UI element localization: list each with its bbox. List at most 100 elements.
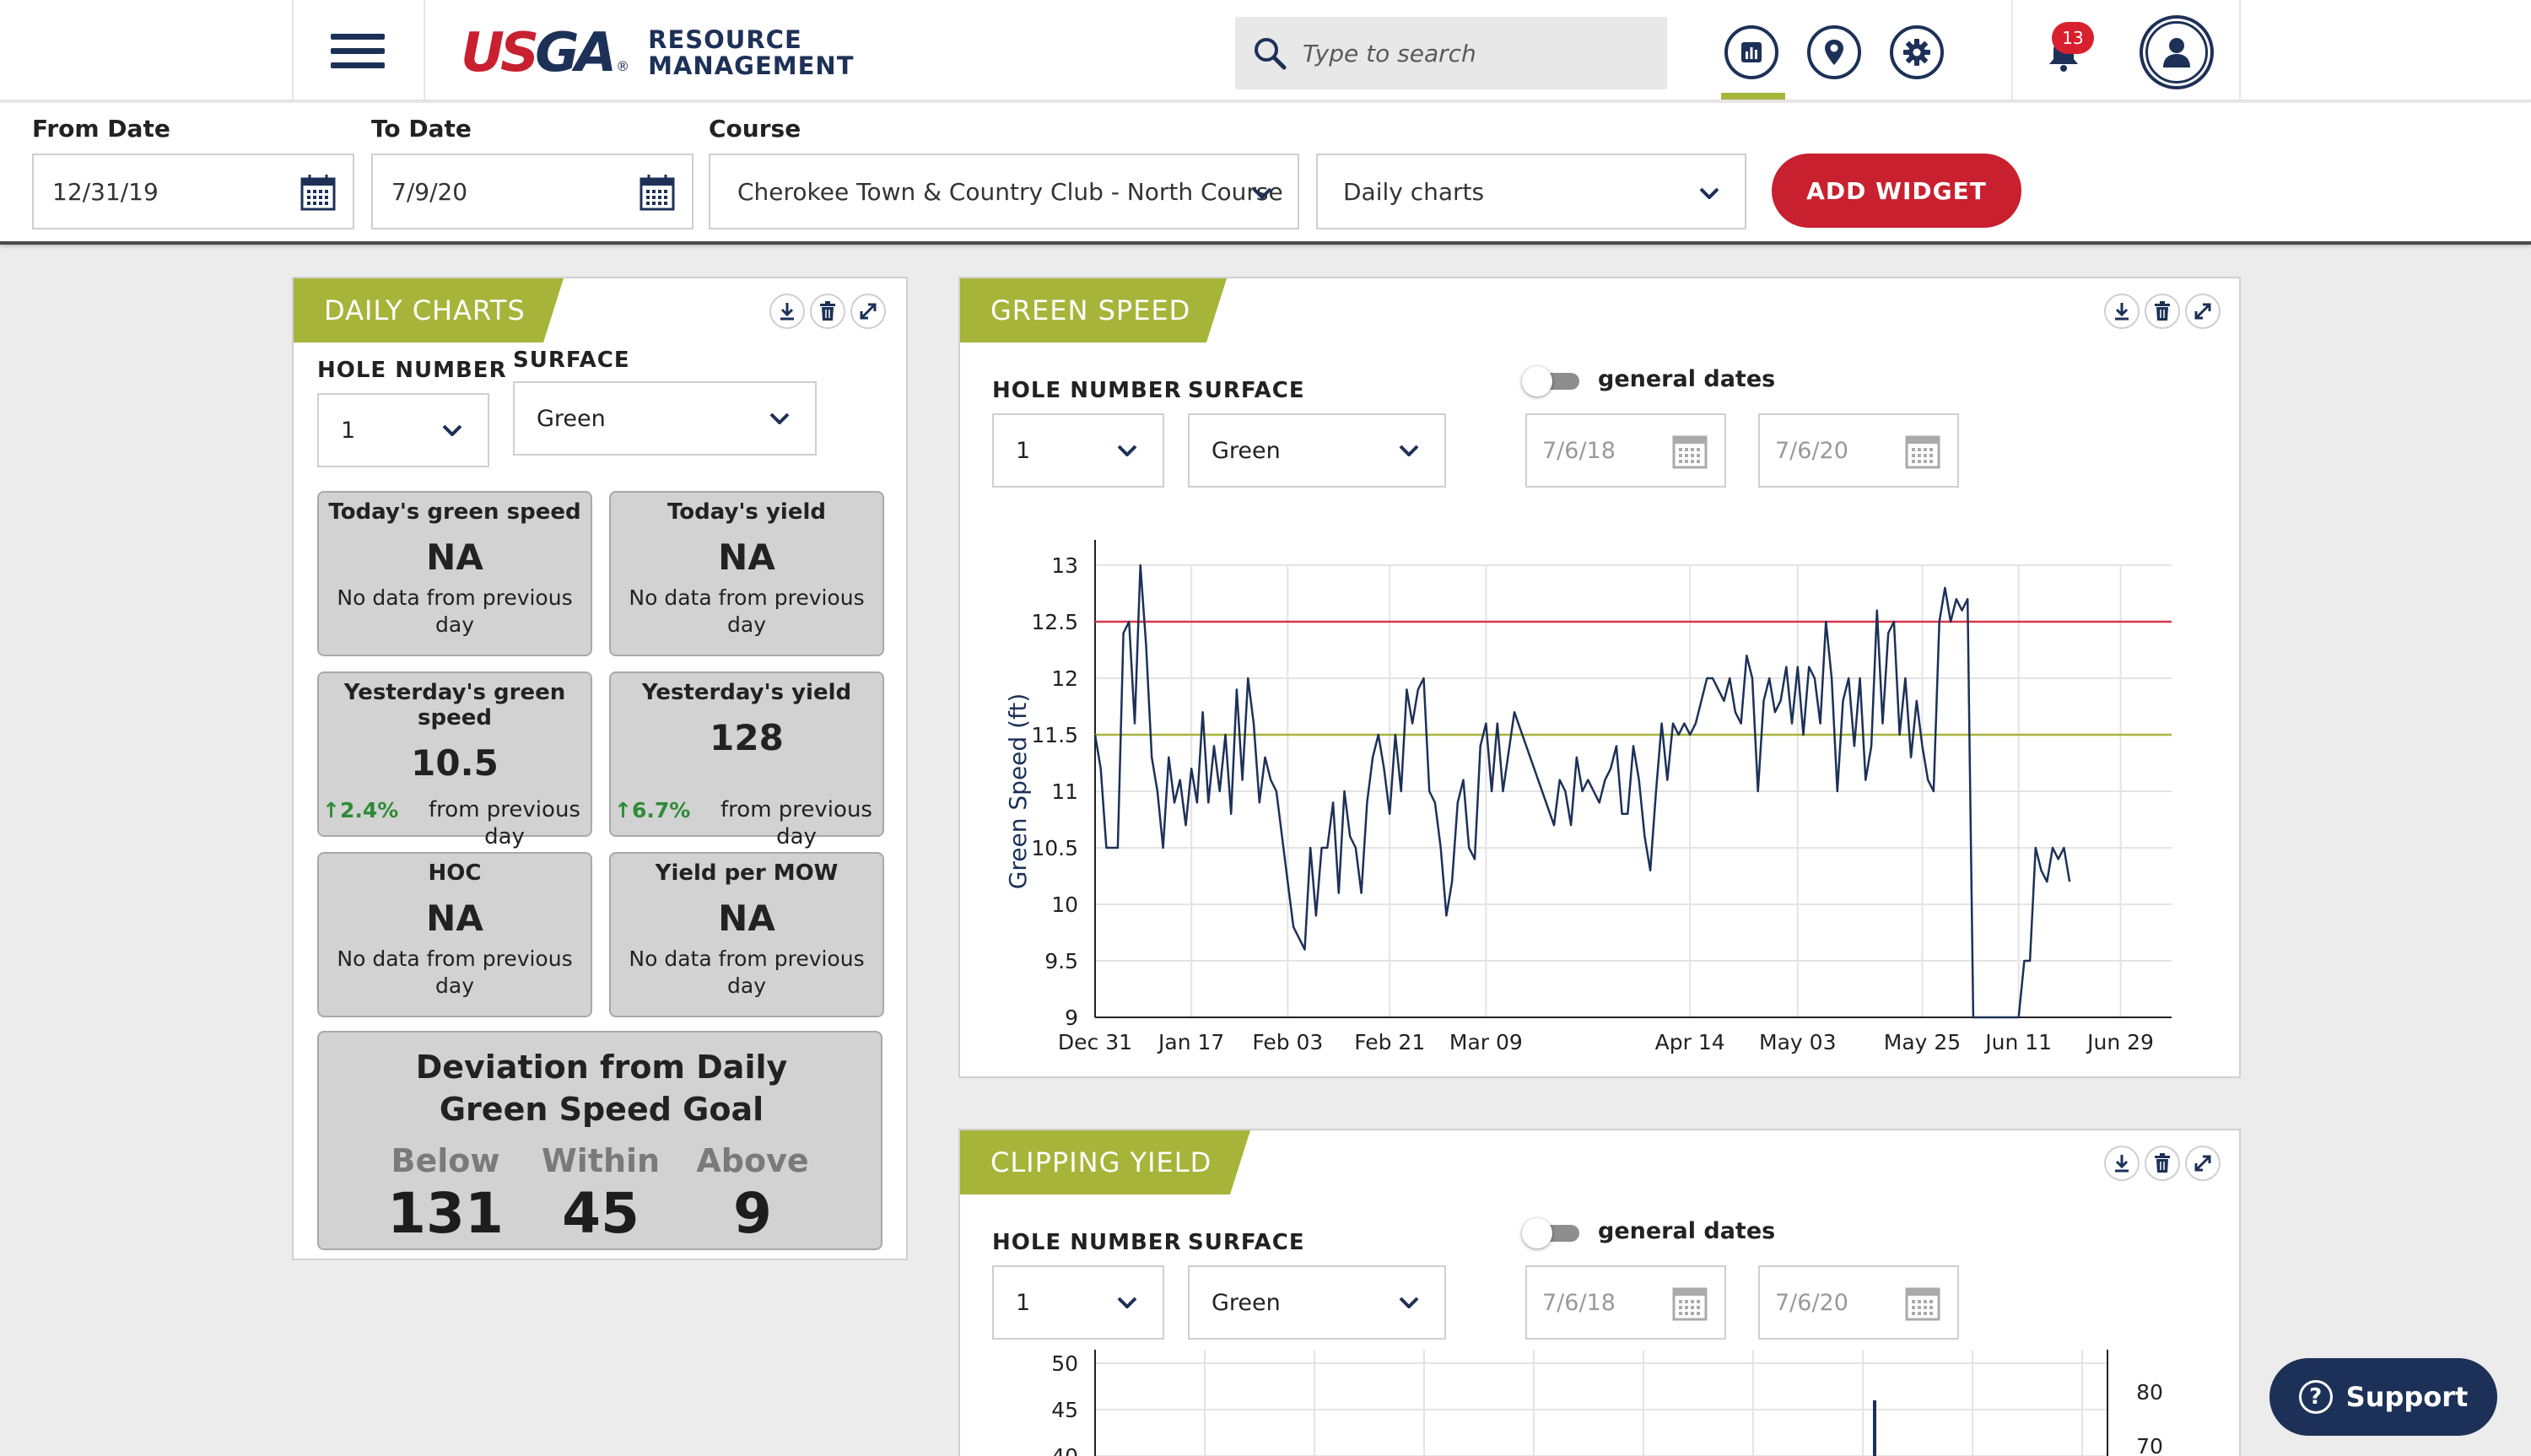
tile-title: Today's green speed xyxy=(328,499,581,525)
expand-icon xyxy=(2194,1155,2211,1172)
hole-number-select[interactable]: 1 xyxy=(317,393,489,467)
calendar-icon[interactable] xyxy=(300,174,336,211)
change-percent: ↑6.7% xyxy=(614,798,691,822)
calendar-icon[interactable] xyxy=(1905,1284,1940,1321)
y-tick-label: 11 xyxy=(1051,779,1078,804)
deviation-within: Within 45 xyxy=(533,1142,668,1246)
deviation-below: Below 131 xyxy=(378,1142,513,1246)
hole-number-label: HOLE NUMBER xyxy=(317,358,507,383)
y-tick-label: 10 xyxy=(1051,892,1078,917)
deviation-within-value: 45 xyxy=(562,1181,639,1246)
course-value: Cherokee Town & Country Club - North Cou… xyxy=(737,177,1283,206)
hole-number-select[interactable]: 1 xyxy=(992,413,1164,488)
end-date-field[interactable]: 7/6/20 xyxy=(1758,1265,1959,1340)
tile-value: 10.5 xyxy=(411,742,499,784)
support-button[interactable]: ? Support xyxy=(2269,1358,2497,1436)
calendar-icon[interactable] xyxy=(639,174,675,211)
search-input[interactable] xyxy=(1303,32,1657,74)
download-button[interactable] xyxy=(769,294,805,329)
surface-label: SURFACE xyxy=(1188,1230,1305,1255)
chevron-down-icon xyxy=(1252,187,1272,199)
surface-select[interactable]: Green xyxy=(1188,1265,1446,1340)
tile-title: HOC xyxy=(428,860,482,886)
green-speed-widget: GREEN SPEED HOLE NUMBER SURFACE general … xyxy=(958,277,2241,1078)
delete-button[interactable] xyxy=(810,294,845,329)
deviation-tile: Deviation from Daily Green Speed Goal Be… xyxy=(317,1031,882,1250)
trash-icon xyxy=(2155,1153,2170,1173)
end-date-value: 7/6/20 xyxy=(1775,437,1848,464)
tile-title: Today's yield xyxy=(667,499,826,525)
usga-logo[interactable]: USGA ® RESOURCE MANAGEMENT xyxy=(461,22,854,84)
to-date-field[interactable]: 7/9/20 xyxy=(371,154,693,229)
usga-wordmark: USGA xyxy=(461,22,617,84)
todays-yield-tile: Today's yield NA No data from previous d… xyxy=(609,491,884,656)
analytics-nav-button[interactable] xyxy=(1724,25,1778,79)
widget-actions xyxy=(769,294,886,329)
clipping-yield-widget: CLIPPING YIELD HOLE NUMBER SURFACE gener… xyxy=(958,1129,2241,1456)
search-box[interactable] xyxy=(1235,17,1667,89)
user-avatar[interactable] xyxy=(2140,15,2214,89)
tile-subtext: No data from previous day xyxy=(337,585,573,637)
delete-button[interactable] xyxy=(2145,294,2180,329)
download-icon xyxy=(780,303,794,321)
y-tick-label: 9 xyxy=(1065,1006,1078,1030)
yesterdays-green-speed-tile: Yesterday's green speed 10.5 ↑2.4% from … xyxy=(317,671,592,849)
y-axis-label: Green Speed (ft) xyxy=(1004,693,1032,890)
widget-title: CLIPPING YIELD xyxy=(960,1130,1250,1194)
tile-value: NA xyxy=(426,537,483,578)
tile-title: Yesterday's yield xyxy=(641,680,852,705)
expand-button[interactable] xyxy=(2185,1146,2221,1181)
surface-select[interactable]: Green xyxy=(513,381,817,456)
tile-subtext: from previous day xyxy=(720,797,872,849)
gear-icon xyxy=(1903,39,1930,66)
y-tick-label: 40 xyxy=(1051,1444,1078,1456)
support-label: Support xyxy=(2345,1381,2469,1413)
calendar-icon[interactable] xyxy=(1672,432,1708,469)
view-select[interactable]: Daily charts xyxy=(1316,154,1746,229)
delete-button[interactable] xyxy=(2145,1146,2180,1181)
general-dates-toggle[interactable] xyxy=(1522,1218,1581,1248)
course-select[interactable]: Cherokee Town & Country Club - North Cou… xyxy=(709,154,1299,229)
chevron-down-icon xyxy=(1399,1297,1419,1308)
add-widget-button[interactable]: ADD WIDGET xyxy=(1772,154,2021,228)
settings-nav-button[interactable] xyxy=(1890,25,1944,79)
to-date-label: To Date xyxy=(371,115,472,143)
calendar-icon[interactable] xyxy=(1672,1284,1708,1321)
start-date-field[interactable]: 7/6/18 xyxy=(1525,413,1726,488)
to-date-value: 7/9/20 xyxy=(391,177,468,206)
download-button[interactable] xyxy=(2104,294,2140,329)
from-date-field[interactable]: 12/31/19 xyxy=(32,154,354,229)
widget-actions xyxy=(2104,1146,2221,1181)
nav-divider xyxy=(2239,0,2241,101)
hole-number-value: 1 xyxy=(1016,1289,1031,1316)
filter-bar: From Date To Date Course 12/31/19 7/9/20… xyxy=(0,103,2531,245)
tile-title: Yield per MOW xyxy=(655,860,839,886)
expand-button[interactable] xyxy=(850,294,886,329)
trash-icon xyxy=(820,301,835,321)
surface-label: SURFACE xyxy=(513,348,630,373)
hole-number-select[interactable]: 1 xyxy=(992,1265,1164,1340)
end-date-field[interactable]: 7/6/20 xyxy=(1758,413,1959,488)
download-button[interactable] xyxy=(2104,1146,2140,1181)
surface-select[interactable]: Green xyxy=(1188,413,1446,488)
green-speed-chart: 9 9.5 10 10.5 11 11.5 12 12.5 13 Dec 31 Jan 17 Feb … xyxy=(1004,540,2172,1054)
map-nav-button[interactable] xyxy=(1807,25,1861,79)
help-icon: ? xyxy=(2298,1380,2333,1414)
general-dates-toggle[interactable] xyxy=(1522,366,1581,396)
from-date-label: From Date xyxy=(32,115,170,143)
deviation-below-value: 131 xyxy=(387,1181,504,1246)
x-tick-label: Feb 21 xyxy=(1354,1030,1425,1054)
deviation-above-value: 9 xyxy=(733,1181,772,1246)
registered-mark: ® xyxy=(616,57,630,74)
start-date-value: 7/6/18 xyxy=(1542,437,1616,464)
yield-per-mow-tile: Yield per MOW NA No data from previous d… xyxy=(609,852,884,1017)
hamburger-menu-icon[interactable] xyxy=(331,34,385,69)
top-navigation-bar: USGA ® RESOURCE MANAGEMENT xyxy=(0,0,2531,101)
hole-number-value: 1 xyxy=(341,417,356,444)
deviation-within-label: Within xyxy=(541,1142,661,1179)
calendar-icon[interactable] xyxy=(1905,432,1940,469)
start-date-field[interactable]: 7/6/18 xyxy=(1525,1265,1726,1340)
course-label: Course xyxy=(709,115,801,143)
expand-button[interactable] xyxy=(2185,294,2221,329)
deviation-below-label: Below xyxy=(391,1142,500,1179)
